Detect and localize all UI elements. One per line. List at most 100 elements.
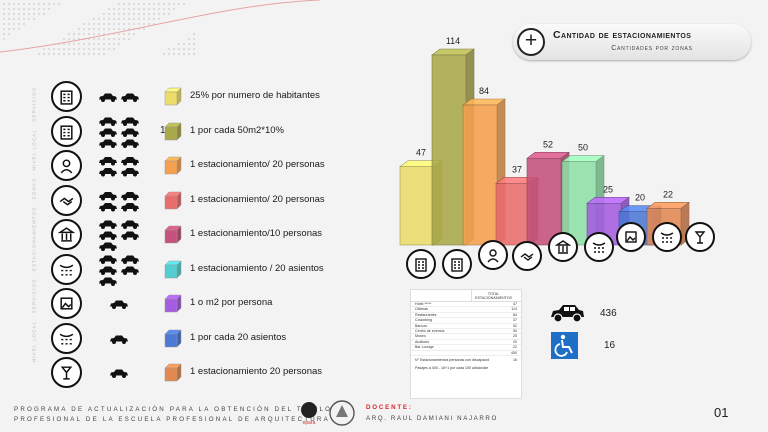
svg-text:epara: epara	[303, 420, 316, 426]
bank-icon	[51, 219, 82, 250]
legend-color-cube	[164, 121, 182, 141]
bar-icon	[51, 357, 82, 388]
totals-table-header: TOTAL ESTACIONAMIENTOS	[471, 290, 515, 302]
car-icon	[99, 191, 117, 200]
car-icon	[121, 168, 139, 177]
table-row-value: 450	[511, 350, 517, 355]
table-row-value: 50	[513, 328, 517, 333]
restaurant-icon	[478, 240, 508, 270]
table-row-value: 52	[513, 323, 517, 328]
legend-row: 201 por cada 20 asientos	[48, 322, 378, 356]
car-count-icons	[99, 117, 139, 148]
side-text-label: NIVEL LOCAL · SERVICIOS · ESTACIONAMIENT…	[31, 86, 37, 363]
car-total: 436	[600, 308, 617, 319]
handshake-icon	[512, 241, 542, 271]
car-icon	[99, 255, 117, 264]
bar-value-label: 47	[416, 148, 426, 158]
theater-icon	[51, 322, 82, 354]
legend-row: 501 estacionamiento / 20 asientos	[48, 253, 378, 287]
table-note-2: Pasajes a 400 - 16+1 por cada 100 adicio…	[415, 365, 489, 370]
car-icon	[110, 300, 128, 309]
table-row-label: Hotel *****	[415, 302, 432, 306]
chart-subtitle: Cantidades por zonas	[611, 45, 693, 52]
car-count-icons	[110, 300, 128, 309]
car-icon	[99, 93, 117, 102]
table-note: N° Estacionamientos personas con discapa…	[415, 357, 489, 362]
plus-icon[interactable]: +	[517, 28, 545, 56]
legend-row: 1141 por cada 50m2*10%	[48, 115, 378, 149]
legend-rule: 1 estacionamiento 20 personas	[190, 366, 323, 377]
car-icon	[121, 191, 139, 200]
legend-color-cube	[164, 156, 182, 175]
legend-rule: 1 o m2 por persona	[190, 297, 273, 308]
legend-row: 371 estacionamiento/ 20 personas	[48, 184, 378, 218]
car-count-icons	[110, 335, 128, 344]
office-icon	[51, 115, 82, 147]
table-row: Oficinas 114	[411, 307, 521, 313]
table-row: Centro de eventos 50	[411, 328, 521, 335]
table-row: Museo 25	[411, 334, 521, 340]
program-line-2: PROFESIONAL DE LA ESCUELA PROFESIONAL DE…	[14, 416, 330, 423]
legend-color-cube	[164, 259, 182, 279]
car-count-icons	[99, 255, 139, 286]
table-row: Hotel ***** 47	[411, 302, 521, 308]
program-text: PROGRAMA DE ACTUALIZACIÓN PARA LA OBTENC…	[14, 405, 332, 425]
legend-row: 251 o m2 por persona	[48, 287, 378, 321]
legend-row: 4725% por numero de habitantes	[48, 80, 378, 114]
legend-color-cube	[164, 294, 182, 313]
wheelchair-icon	[551, 332, 578, 359]
table-row-value: 47	[513, 302, 517, 306]
car-icon	[99, 266, 117, 275]
car-icon	[121, 220, 139, 229]
legend-rule: 1 estacionamiento / 20 asientos	[190, 262, 324, 274]
car-icon	[110, 335, 128, 344]
auditorium-icon	[584, 232, 614, 262]
car-icon	[121, 157, 139, 166]
auditorium-icon	[51, 253, 82, 285]
totals-table: TOTAL ESTACIONAMIENTOS Hotel ***** 47 Ofic…	[410, 289, 522, 399]
car-icon	[121, 266, 139, 275]
car-icon	[121, 139, 139, 148]
table-row-value: 25	[513, 334, 517, 339]
car-icon	[121, 117, 139, 126]
office-icon	[442, 249, 472, 279]
car-icon	[99, 168, 117, 177]
chart-title-box: + Cantidad de estacionamientos Cantidade…	[513, 24, 751, 60]
table-row-label: Auditorio	[415, 339, 430, 344]
legend-rule: 1 por cada 20 asientos	[190, 331, 287, 343]
table-row: Bar Lounge 22	[411, 345, 521, 351]
bar-value-label: 114	[446, 36, 460, 46]
hotel-icon	[406, 249, 436, 279]
car-icon	[99, 139, 117, 148]
bar-value-label: 50	[578, 143, 588, 153]
car-icon	[121, 128, 139, 137]
legend-color-cube	[164, 328, 182, 348]
hotel-icon	[51, 81, 82, 112]
table-row-label: Museo	[415, 334, 426, 339]
table-row: Coworking 37	[411, 318, 521, 324]
bar-icon	[685, 222, 715, 252]
docente-label: DOCENTE:	[366, 404, 413, 411]
bar-value-label: 22	[663, 189, 673, 199]
chart-title: Cantidad de estacionamientos	[553, 29, 692, 41]
table-row-label: Coworking	[415, 318, 432, 323]
car-count-icons	[99, 191, 139, 211]
legend-rule: 25% por numero de habitantes	[190, 90, 320, 101]
page-number: 01	[714, 405, 729, 420]
car-icon	[121, 93, 139, 102]
table-row-label: Centro de eventos	[415, 328, 445, 333]
table-row-label: Restaurantes	[415, 312, 437, 317]
gallery-icon	[51, 288, 82, 319]
car-icon	[99, 220, 117, 229]
car-count-icons	[99, 93, 139, 102]
car-count-icons	[99, 157, 139, 177]
table-row-value: 84	[513, 312, 517, 317]
car-count-icons	[110, 369, 128, 378]
legend-list: 4725% por numero de habitantes1141 por c…	[48, 80, 378, 390]
legend-color-cube	[164, 363, 182, 382]
legend-color-cube	[164, 190, 182, 210]
car-icon	[121, 255, 139, 264]
curve-decoration	[0, 0, 321, 53]
handshake-icon	[51, 184, 82, 216]
bar-value-label: 20	[635, 193, 645, 203]
